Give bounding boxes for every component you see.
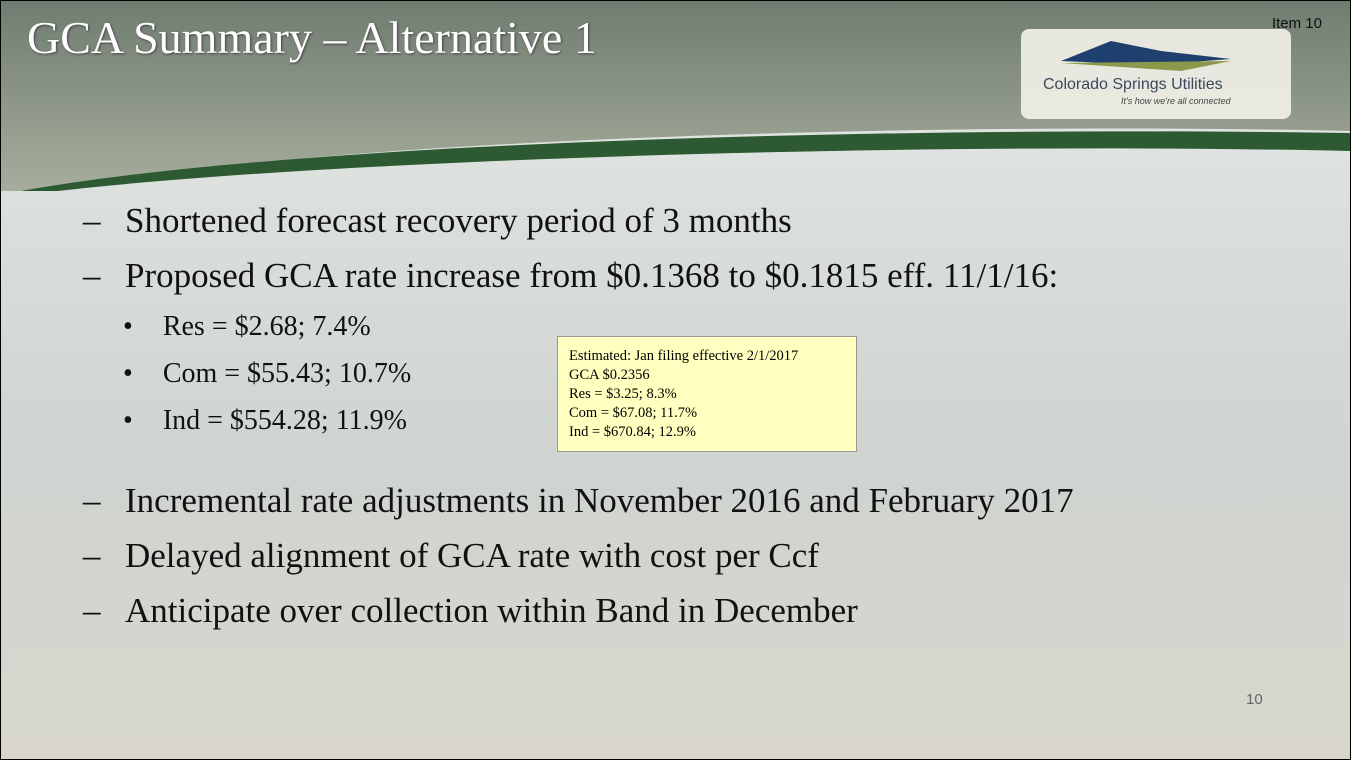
sub-bullet: • Com = $55.43; 10.7% (123, 358, 411, 390)
sub-bullet-text: Ind = $554.28; 11.9% (163, 405, 407, 436)
logo-name: Colorado Springs Utilities (1043, 76, 1223, 94)
note-line: Com = $67.08; 11.7% (569, 404, 856, 423)
logo-tagline: It's how we're all connected (1121, 96, 1231, 106)
bullet-dot: • (123, 405, 133, 436)
sub-bullet-text: Res = $2.68; 7.4% (163, 311, 371, 342)
bullet: –Proposed GCA rate increase from $0.1368… (83, 256, 1058, 296)
bullet-text: Shortened forecast recovery period of 3 … (125, 201, 792, 240)
note-line: GCA $0.2356 (569, 366, 856, 385)
page-number: 10 (1246, 691, 1263, 708)
bullet-text: Proposed GCA rate increase from $0.1368 … (125, 256, 1058, 295)
slide-title: GCA Summary – Alternative 1 (27, 11, 597, 64)
bullet-dot: • (123, 358, 133, 389)
note-line: Estimated: Jan filing effective 2/1/2017 (569, 347, 856, 366)
dash: – (83, 481, 101, 521)
note-line: Res = $3.25; 8.3% (569, 385, 856, 404)
dash: – (83, 201, 101, 241)
note-line: Ind = $670.84; 12.9% (569, 423, 856, 442)
dash: – (83, 536, 101, 576)
bullet: –Anticipate over collection within Band … (83, 591, 858, 631)
bullet-text: Anticipate over collection within Band i… (125, 591, 858, 630)
item-label: Item 10 (1272, 15, 1322, 32)
slide: GCA Summary – Alternative 1 Item 10 Colo… (0, 0, 1351, 760)
sub-bullet: • Ind = $554.28; 11.9% (123, 405, 407, 437)
note-box: Estimated: Jan filing effective 2/1/2017… (557, 336, 857, 452)
bullet: –Incremental rate adjustments in Novembe… (83, 481, 1074, 521)
dash: – (83, 591, 101, 631)
bullet-text: Delayed alignment of GCA rate with cost … (125, 536, 819, 575)
bullet: –Shortened forecast recovery period of 3… (83, 201, 792, 241)
sub-bullet-text: Com = $55.43; 10.7% (163, 358, 411, 389)
sub-bullet: • Res = $2.68; 7.4% (123, 311, 371, 343)
dash: – (83, 256, 101, 296)
bullet-dot: • (123, 311, 133, 342)
bullet-text: Incremental rate adjustments in November… (125, 481, 1074, 520)
bullet: –Delayed alignment of GCA rate with cost… (83, 536, 819, 576)
